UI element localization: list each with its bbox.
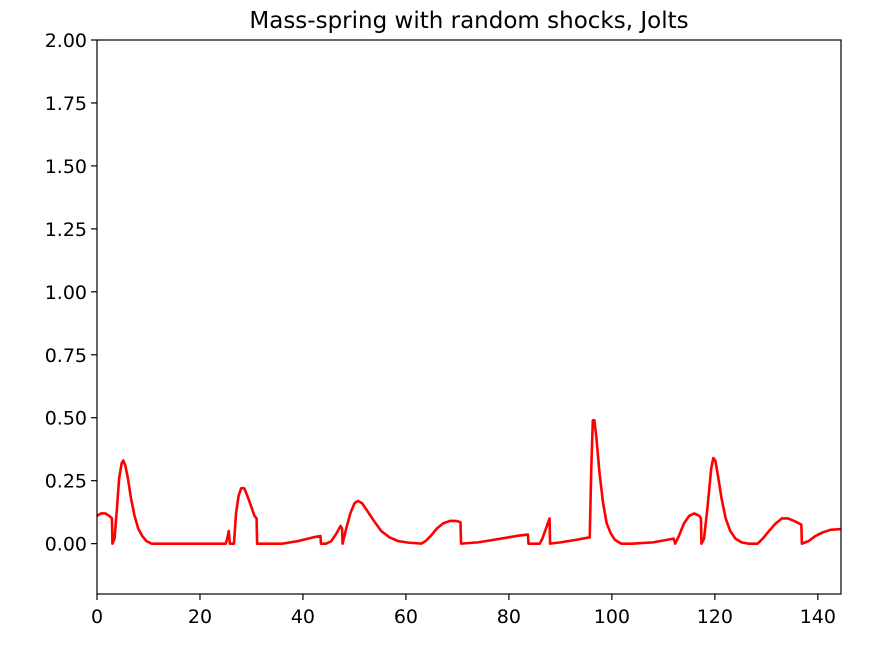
x-tick-label: 120 [697, 606, 733, 628]
x-tick-label: 40 [291, 606, 315, 628]
y-tick-label: 1.75 [45, 93, 87, 115]
y-tick-label: 0.75 [45, 345, 87, 367]
series-line-0 [96, 418, 842, 545]
y-tick-label: 0.25 [45, 471, 87, 493]
y-tick-label: 0.00 [45, 534, 87, 556]
y-tick-label: 1.25 [45, 219, 87, 241]
axes-frame [96, 39, 842, 595]
x-tick-label: 140 [800, 606, 836, 628]
chart-title: Mass-spring with random shocks, Jolts [249, 8, 688, 34]
y-axis: 0.00 0.25 0.50 0.75 1.00 1.25 1.50 1.75 2.00 [45, 30, 97, 556]
y-tick-label: 0.50 [45, 408, 87, 430]
plot-area [96, 418, 842, 545]
x-tick-label: 20 [188, 606, 212, 628]
x-tick-label: 80 [497, 606, 521, 628]
y-tick-label: 2.00 [45, 30, 87, 52]
x-axis: 0 20 40 60 80 100 120 140 [91, 594, 836, 628]
x-tick-label: 100 [594, 606, 630, 628]
x-tick-label: 0 [91, 606, 103, 628]
y-tick-label: 1.00 [45, 282, 87, 304]
y-tick-label: 1.50 [45, 156, 87, 178]
x-tick-label: 60 [394, 606, 418, 628]
